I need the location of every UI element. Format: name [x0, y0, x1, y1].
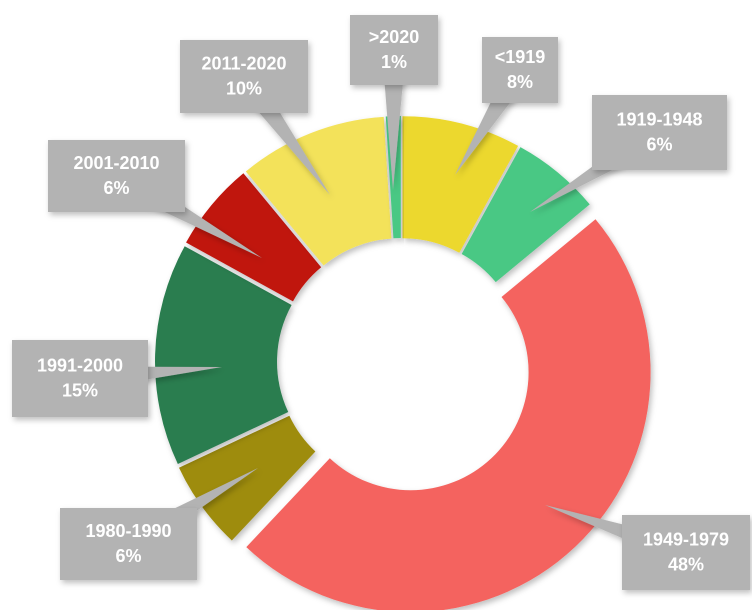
slice	[186, 173, 322, 302]
callout-box	[350, 15, 438, 85]
category-label: 2001-2010	[73, 153, 159, 173]
category-label: 1991-2000	[37, 355, 123, 375]
category-label: 1919-1948	[616, 109, 702, 129]
value-label: 15%	[62, 380, 98, 400]
category-label: 1980-1990	[85, 521, 171, 541]
slice	[461, 147, 590, 283]
slice	[246, 219, 651, 610]
callout-box	[592, 95, 727, 170]
value-label: 1%	[381, 52, 407, 72]
category-label: 2011-2020	[201, 53, 286, 73]
category-label: <1919	[495, 47, 546, 67]
value-label: 6%	[103, 178, 129, 198]
callout-box	[482, 37, 558, 103]
slice	[178, 415, 316, 541]
value-label: 6%	[646, 134, 672, 154]
value-label: 8%	[507, 72, 533, 92]
callout-box	[180, 40, 308, 113]
slice	[245, 116, 392, 266]
labels: <1919 8% 1919-1948 6% 1949-1979 48% 1980-1990 6…	[12, 15, 750, 590]
slice	[402, 116, 519, 253]
category-label: 1949-1979	[643, 529, 729, 549]
donut	[155, 116, 651, 610]
callout-box	[60, 508, 197, 580]
value-label: 48%	[668, 554, 704, 574]
slice	[155, 246, 292, 464]
callout-box	[622, 515, 750, 590]
callout-box	[48, 140, 185, 212]
callout-box	[12, 340, 148, 417]
category-label: >2020	[369, 27, 420, 47]
value-label: 6%	[115, 546, 141, 566]
value-label: 10%	[226, 78, 262, 98]
